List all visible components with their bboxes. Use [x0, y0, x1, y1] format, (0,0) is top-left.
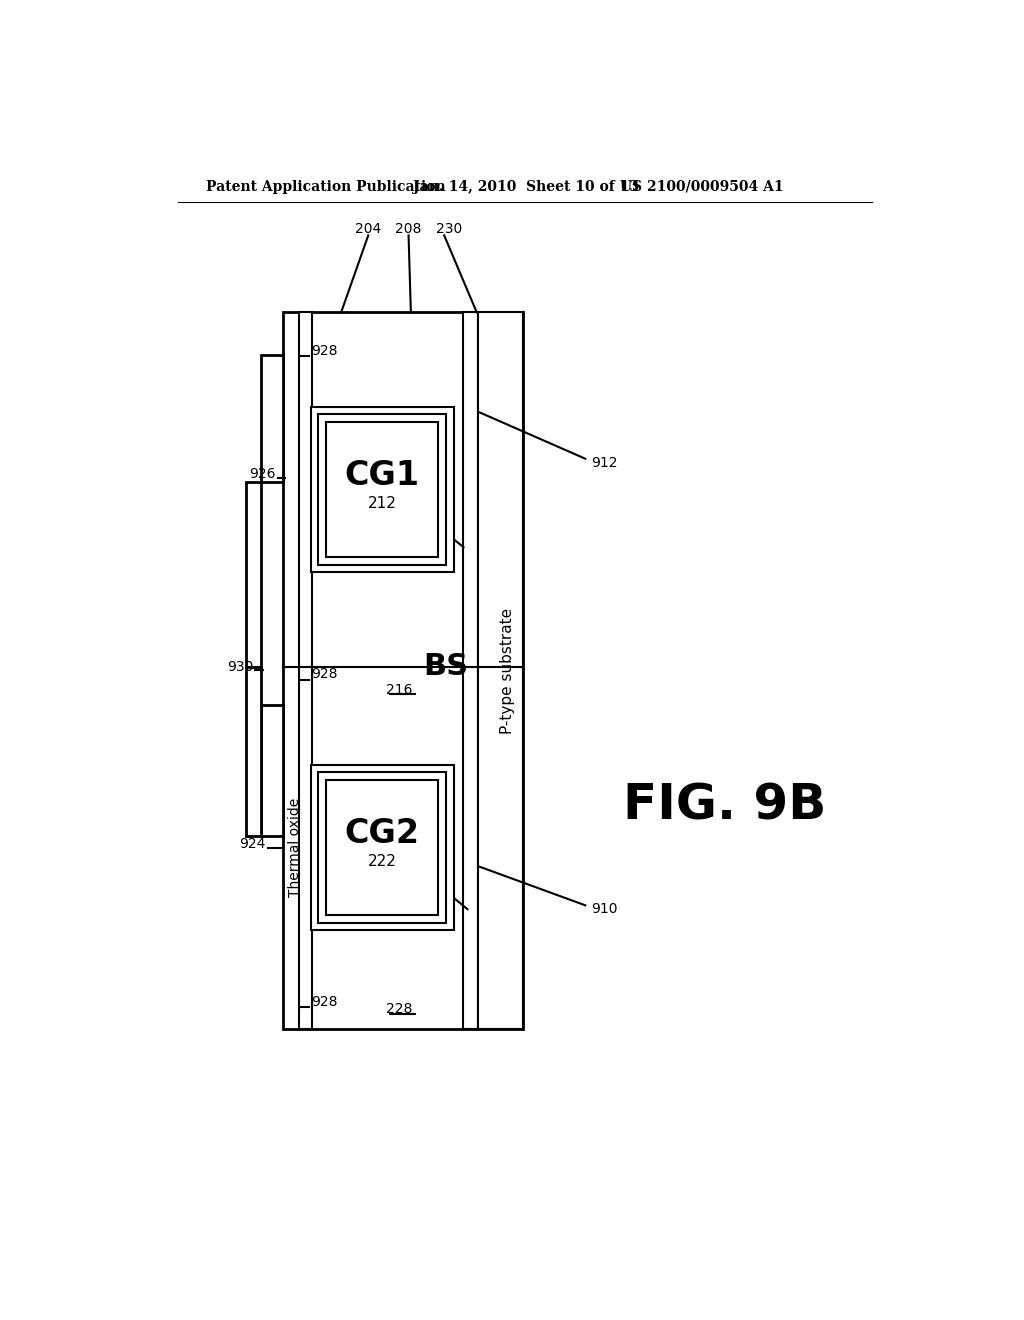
Text: 204: 204	[355, 222, 381, 236]
Bar	[318, 772, 446, 923]
Text: BS: BS	[423, 652, 468, 681]
Text: 928: 928	[311, 994, 337, 1008]
Text: 910: 910	[592, 902, 617, 916]
Bar	[478, 313, 523, 1028]
Text: FIG. 9B: FIG. 9B	[623, 781, 826, 829]
Text: 930: 930	[227, 660, 254, 673]
Text: 912: 912	[592, 455, 617, 470]
Bar	[310, 764, 454, 931]
Bar	[283, 313, 523, 1028]
Bar	[463, 313, 478, 1028]
Text: Patent Application Publication: Patent Application Publication	[206, 180, 445, 194]
Text: Thermal oxide: Thermal oxide	[288, 797, 302, 898]
Text: CG1: CG1	[345, 459, 420, 492]
Text: 228: 228	[386, 1002, 413, 1016]
Bar	[246, 482, 261, 667]
Text: US 2100/0009504 A1: US 2100/0009504 A1	[621, 180, 783, 194]
Bar	[246, 667, 261, 836]
Bar	[326, 780, 438, 915]
Text: 216: 216	[386, 682, 413, 697]
Bar	[326, 422, 438, 557]
Text: Jan. 14, 2010  Sheet 10 of 13: Jan. 14, 2010 Sheet 10 of 13	[414, 180, 639, 194]
Bar	[299, 313, 312, 1028]
Text: 212: 212	[368, 496, 396, 511]
Text: 926: 926	[250, 467, 276, 480]
Text: 924: 924	[240, 837, 266, 850]
Text: 928: 928	[311, 668, 337, 681]
Text: CG2: CG2	[345, 817, 420, 850]
Text: 208: 208	[395, 222, 422, 236]
Bar	[318, 414, 446, 565]
Bar	[261, 705, 283, 836]
Text: P-type substrate: P-type substrate	[501, 607, 515, 734]
Text: 928: 928	[311, 345, 337, 358]
Text: 230: 230	[436, 222, 462, 236]
Bar	[261, 355, 283, 482]
Text: 222: 222	[368, 854, 396, 869]
Bar	[310, 407, 454, 573]
